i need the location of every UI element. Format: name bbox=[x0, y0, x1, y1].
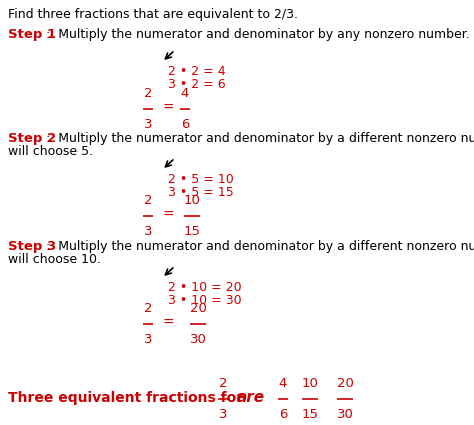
Text: 3: 3 bbox=[219, 408, 227, 421]
Text: 2: 2 bbox=[144, 87, 152, 100]
Text: 20: 20 bbox=[190, 302, 207, 315]
Text: are: are bbox=[237, 391, 265, 405]
Text: 2 • 5 = 10: 2 • 5 = 10 bbox=[168, 173, 234, 186]
Text: 20: 20 bbox=[337, 377, 354, 390]
Text: 3 • 10 = 30: 3 • 10 = 30 bbox=[168, 294, 242, 307]
Text: 30: 30 bbox=[190, 333, 207, 346]
Text: Step 3: Step 3 bbox=[8, 240, 56, 253]
Text: 10: 10 bbox=[183, 194, 201, 207]
Text: 10: 10 bbox=[301, 377, 319, 390]
Text: =: = bbox=[163, 101, 174, 115]
Text: will choose 5.: will choose 5. bbox=[8, 145, 93, 158]
Text: 2: 2 bbox=[144, 194, 152, 207]
Text: 3: 3 bbox=[144, 333, 152, 346]
Text: Find three fractions that are equivalent to 2/3.: Find three fractions that are equivalent… bbox=[8, 8, 298, 21]
Text: 4: 4 bbox=[279, 377, 287, 390]
Text: 6: 6 bbox=[181, 118, 189, 131]
Text: 2 • 2 = 4: 2 • 2 = 4 bbox=[168, 65, 226, 78]
Text: Three equivalent fractions for: Three equivalent fractions for bbox=[8, 391, 243, 405]
Text: 2 • 10 = 20: 2 • 10 = 20 bbox=[168, 281, 242, 294]
Text: Step 1: Step 1 bbox=[8, 28, 56, 41]
Text: 6: 6 bbox=[279, 408, 287, 421]
Text: :  Multiply the numerator and denominator by a different nonzero number.  This t: : Multiply the numerator and denominator… bbox=[46, 240, 474, 253]
Text: will choose 10.: will choose 10. bbox=[8, 253, 101, 266]
Text: 3: 3 bbox=[144, 118, 152, 131]
Text: 4: 4 bbox=[181, 87, 189, 100]
Text: :  Multiply the numerator and denominator by a different nonzero number.  This t: : Multiply the numerator and denominator… bbox=[46, 132, 474, 145]
Text: 15: 15 bbox=[183, 225, 201, 238]
Text: 3: 3 bbox=[144, 225, 152, 238]
Text: 30: 30 bbox=[337, 408, 354, 421]
Text: 2: 2 bbox=[219, 377, 227, 390]
Text: 2: 2 bbox=[144, 302, 152, 315]
Text: 3 • 5 = 15: 3 • 5 = 15 bbox=[168, 186, 234, 199]
Text: 3 • 2 = 6: 3 • 2 = 6 bbox=[168, 78, 226, 91]
Text: :  Multiply the numerator and denominator by any nonzero number.  I will choose : : Multiply the numerator and denominator… bbox=[46, 28, 474, 41]
Text: 15: 15 bbox=[301, 408, 319, 421]
Text: Step 2: Step 2 bbox=[8, 132, 56, 145]
Text: =: = bbox=[163, 208, 174, 222]
Text: =: = bbox=[163, 316, 174, 330]
